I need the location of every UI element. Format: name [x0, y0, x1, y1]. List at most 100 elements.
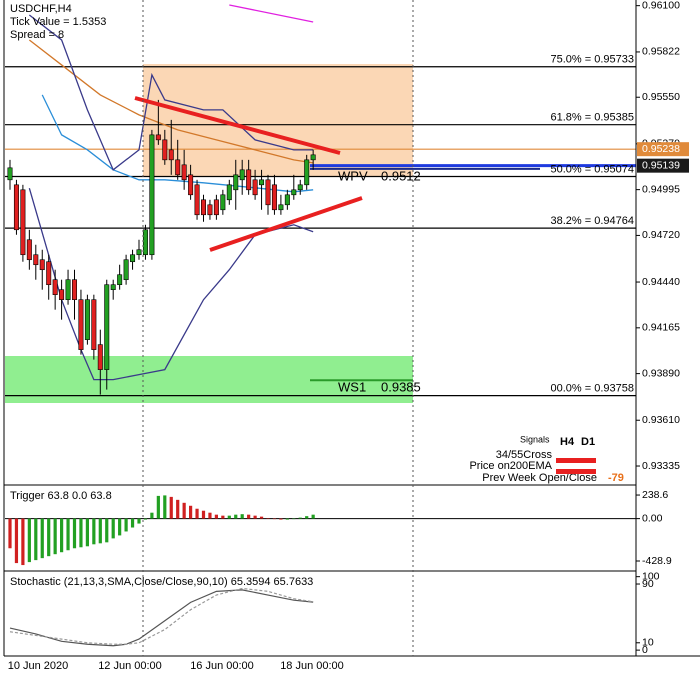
fib-label: 38.2% = 0.94764 — [551, 215, 635, 227]
histogram-bar — [143, 518, 148, 520]
candle-body — [142, 229, 148, 256]
histogram-bar — [195, 508, 199, 519]
candle-body — [220, 194, 226, 211]
histogram-bar — [298, 517, 302, 519]
price-tag — [637, 142, 689, 157]
candle-body — [136, 249, 142, 256]
candle-body — [201, 199, 207, 216]
histogram-bar — [66, 518, 70, 551]
candle-body — [271, 184, 277, 211]
candle-body — [65, 279, 71, 300]
histogram-bar — [156, 495, 160, 519]
y-tick-label: 10 — [642, 637, 654, 649]
fib-label: 61.8% = 0.95385 — [551, 112, 635, 124]
candle-body — [59, 289, 65, 300]
candle-body — [175, 159, 181, 176]
candle-body — [239, 169, 245, 181]
candle-body — [84, 299, 90, 340]
y-tick-label: 0.94720 — [642, 229, 680, 241]
histogram-bar — [247, 514, 251, 519]
price-tag — [637, 158, 689, 173]
fib-label: 50.0% = 0.95074 — [551, 163, 635, 175]
signal-name: Prev Week Open/Close — [482, 472, 597, 484]
candle-body — [72, 279, 78, 300]
pivot-value: 0.9385 — [381, 380, 421, 395]
y-tick-label: 0.95550 — [642, 91, 680, 103]
y-tick-label: 90 — [642, 578, 654, 590]
y-tick-label: -428.9 — [642, 555, 672, 567]
histogram-bar — [34, 518, 38, 561]
candle-body — [310, 154, 316, 161]
candle-body — [297, 184, 303, 191]
histogram-bar — [111, 518, 115, 539]
candle-body — [246, 169, 252, 191]
x-tick-label: 18 Jun 00:00 — [280, 660, 344, 672]
candle-body — [46, 261, 52, 286]
candle-body — [117, 274, 123, 286]
indicator-title: Stochastic (21,13,3,SMA,Close/Close,90,1… — [10, 576, 313, 588]
spread: Spread = 8 — [10, 29, 64, 41]
histogram-bar — [40, 518, 44, 559]
tick-value: Tick Value = 1.5353 — [10, 16, 106, 28]
candle-body — [13, 184, 19, 231]
fib-zone — [143, 64, 413, 176]
histogram-bar — [221, 515, 225, 519]
histogram-bar — [8, 518, 12, 549]
candle-body — [39, 259, 45, 271]
histogram-bar — [176, 499, 180, 519]
histogram-bar — [60, 518, 64, 553]
histogram-bar — [182, 502, 186, 519]
histogram-bar — [137, 518, 141, 524]
candle-body — [188, 174, 194, 196]
histogram-bar — [201, 510, 206, 519]
trendline — [209, 196, 363, 252]
price-panel — [5, 4, 636, 397]
histogram-bar — [118, 518, 122, 536]
signal-indicator — [556, 469, 596, 474]
y-tick-label: 0.96100 — [642, 0, 680, 11]
histogram-bar — [72, 518, 77, 549]
candle-body — [155, 134, 161, 141]
candle-body — [26, 239, 32, 261]
candle-body — [123, 259, 129, 281]
y-tick-label: 0.93890 — [642, 367, 680, 379]
y-tick-label: 0.93610 — [642, 414, 680, 426]
histogram-bar — [208, 512, 212, 519]
signal-name: 34/55Cross — [496, 449, 553, 461]
signal-name: Price on200EMA — [469, 460, 552, 472]
candle-body — [168, 149, 174, 161]
pivot-value: 0.9512 — [381, 168, 421, 183]
histogram-bar — [311, 514, 315, 519]
price-tag-label: 0.95238 — [642, 143, 680, 155]
signals-column: H4 — [560, 436, 575, 448]
x-tick-label: 12 Jun 00:00 — [98, 660, 162, 672]
histogram-bar — [21, 518, 25, 566]
candle-body — [181, 164, 187, 181]
histogram-bar — [279, 518, 283, 520]
candle-body — [110, 284, 116, 291]
histogram-bar — [130, 518, 135, 528]
candle-body — [149, 134, 155, 256]
candle-body — [91, 299, 97, 350]
y-tick-label: 0.94165 — [642, 322, 680, 334]
y-tick-label: 238.6 — [642, 489, 668, 501]
histogram-bar — [105, 518, 109, 543]
pivot-name: WS1 — [338, 380, 366, 395]
candle-body — [213, 199, 219, 216]
candle-body — [207, 204, 213, 216]
histogram-bar — [79, 518, 83, 548]
histogram-bar — [259, 516, 264, 519]
y-tick-label: 0 — [642, 644, 648, 656]
y-tick-label: 0.94440 — [642, 276, 680, 288]
histogram-bar — [305, 516, 309, 519]
y-tick-label: 0.94995 — [642, 183, 680, 195]
y-tick-label: 0.00 — [642, 512, 663, 524]
histogram-bar — [150, 512, 154, 519]
histogram-bar — [92, 518, 96, 545]
candle-body — [20, 189, 26, 256]
histogram-bar — [240, 514, 244, 519]
candle-body — [78, 299, 84, 350]
histogram-bar — [234, 514, 238, 519]
candle-body — [130, 254, 136, 263]
